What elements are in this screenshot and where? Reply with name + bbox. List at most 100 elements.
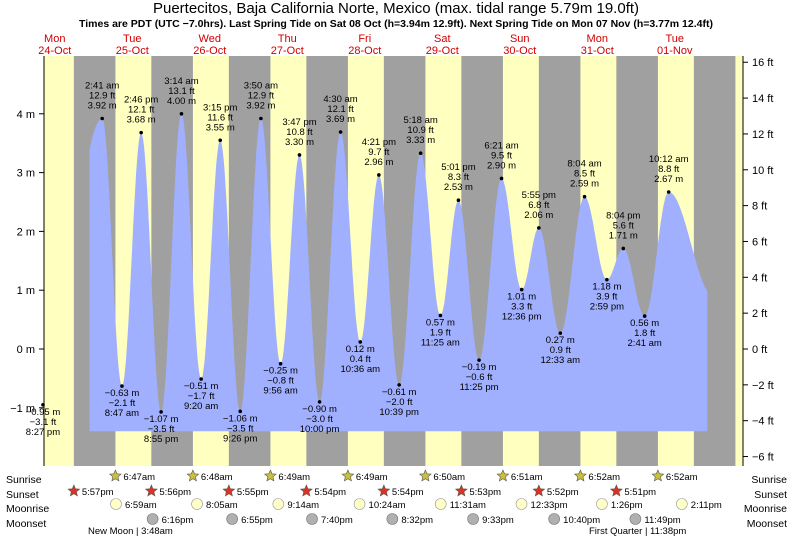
sunset-time: 5:57pm [82, 487, 114, 498]
tide-point [499, 176, 504, 181]
moonset-time: 8:32pm [401, 515, 433, 526]
tide-curve [89, 114, 708, 432]
tide-label-line: −0.8 ft [267, 376, 294, 387]
tide-label-line: 2.59 m [570, 179, 599, 190]
daylight-band [44, 56, 74, 466]
tide-label-line: 10:12 am [649, 154, 689, 165]
new-moon-label: New Moon | 3:48am [88, 526, 173, 537]
tide-label-line: 8.5 ft [574, 169, 595, 180]
right-tick-label: 2 ft [752, 308, 767, 320]
tide-label: 5:01 pm8.3 ft2.53 m [441, 162, 475, 193]
tide-label-line: 2:46 pm [124, 95, 158, 106]
day-label-date: 30-Oct [503, 45, 536, 57]
row-label-left: Sunset [6, 489, 39, 501]
tide-label-line: −3.1 ft [30, 417, 57, 428]
tide-label-line: 8.8 ft [658, 164, 679, 175]
sunrise-time: 6:52am [588, 472, 620, 483]
tide-label: 1.18 m3.9 ft2:59 pm [590, 282, 624, 313]
tide-label-line: 8:47 am [105, 408, 139, 419]
sunrise-time: 6:52am [666, 472, 698, 483]
tide-label-line: 5.6 ft [613, 220, 634, 231]
tide-label-line: 10:39 pm [379, 407, 419, 418]
moonrise-icon [191, 498, 203, 510]
tide-label-line: 0.56 m [630, 318, 659, 329]
tide-label-line: 9.5 ft [491, 150, 512, 161]
tide-label-line: −0.25 m [263, 366, 298, 377]
right-tick-label: −4 ft [752, 416, 774, 428]
sunset-time: 5:54pm [392, 487, 424, 498]
tide-point [338, 130, 343, 134]
moonrise-time: 10:24am [369, 500, 406, 511]
tide-label-line: 3.33 m [406, 135, 435, 146]
right-tick-label: −6 ft [752, 452, 774, 464]
day-label-dow: Tue [665, 33, 684, 45]
sunrise-star-icon [263, 469, 277, 482]
tide-area [89, 114, 708, 432]
moonset-icon [548, 513, 560, 525]
moonrise-icon [676, 498, 688, 510]
right-tick-label: 6 ft [752, 236, 767, 248]
tide-point [259, 116, 263, 121]
day-label-date: 28-Oct [348, 45, 381, 57]
tide-point [621, 246, 626, 251]
tide-label-line: 13.1 ft [168, 86, 195, 97]
tide-label-line: 1.71 m [609, 230, 638, 241]
day-labels: Mon24-OctTue25-OctWed26-OctThu27-OctFri2… [38, 33, 693, 57]
tide-point [642, 314, 647, 318]
tide-point [537, 226, 541, 230]
moonrise-time: 9:14am [287, 500, 319, 511]
tide-label-line: 2:41 am [628, 338, 662, 349]
tide-label-line: −1.7 ft [188, 391, 215, 402]
tide-label-line: 2.53 m [444, 182, 473, 193]
tide-label: 8:04 pm5.6 ft1.71 m [606, 210, 640, 241]
astronomy-rows: Sunrise Sunrise Sunset Sunset Moonrise Moonri… [6, 469, 787, 537]
tide-label-line: 8:04 am [567, 159, 601, 170]
tide-label: −0.51 m−1.7 ft9:20 am [184, 381, 219, 412]
right-tick-label: 12 ft [752, 129, 773, 141]
tide-label: −1.06 m−3.5 ft9:26 pm [223, 413, 258, 444]
tide-label-line: 3:14 am [164, 76, 198, 87]
moonrise-time: 6:59am [125, 500, 157, 511]
day-label-dow: Mon [587, 33, 608, 45]
tide-label-line: 3.30 m [285, 137, 314, 148]
row-label-right: Moonrise [744, 503, 787, 515]
tide-label-line: 4:21 pm [362, 137, 396, 148]
sunrise-star-icon [496, 469, 510, 482]
tide-label: 0.56 m1.8 ft2:41 am [628, 318, 662, 349]
day-label-date: 24-Oct [38, 45, 71, 57]
tide-label: −1.07 m−3.5 ft8:55 pm [144, 414, 179, 445]
tide-label: −0.95 m−3.1 ft8:27 pm [26, 407, 61, 438]
tide-label-line: −0.6 ft [466, 372, 493, 383]
row-label-right: Sunset [754, 489, 787, 501]
tide-label-line: 1.8 ft [634, 328, 655, 339]
sunset-star-icon [67, 484, 81, 497]
moonrise-icon [596, 498, 608, 510]
right-tick-label: 10 ft [752, 165, 773, 177]
day-label-dow: Mon [44, 33, 65, 45]
tide-label-line: 5:18 am [403, 115, 437, 126]
row-label-left: Sunrise [6, 474, 42, 486]
tide-label: −0.63 m−2.1 ft8:47 am [105, 388, 140, 419]
chart-subtitle: Times are PDT (UTC −7.0hrs). Last Spring… [79, 18, 713, 30]
moonset-time: 6:16pm [162, 515, 194, 526]
tide-label-line: 5:55 pm [522, 190, 556, 201]
tide-label-line: −0.19 m [462, 362, 497, 373]
tide-point [120, 384, 124, 388]
tide-label-line: −0.51 m [184, 381, 219, 392]
moonrise-icon [434, 498, 447, 510]
tide-label-line: 3:50 am [244, 81, 278, 92]
tide-point [358, 340, 363, 344]
tide-point [582, 194, 587, 199]
tide-point [605, 277, 609, 282]
day-label-date: 27-Oct [271, 45, 304, 57]
tide-label-line: 10:00 pm [300, 424, 340, 435]
tide-label-line: 11.6 ft [207, 112, 233, 123]
tide-label-line: 12.9 ft [248, 91, 275, 102]
tide-label-line: 1.18 m [592, 282, 621, 293]
